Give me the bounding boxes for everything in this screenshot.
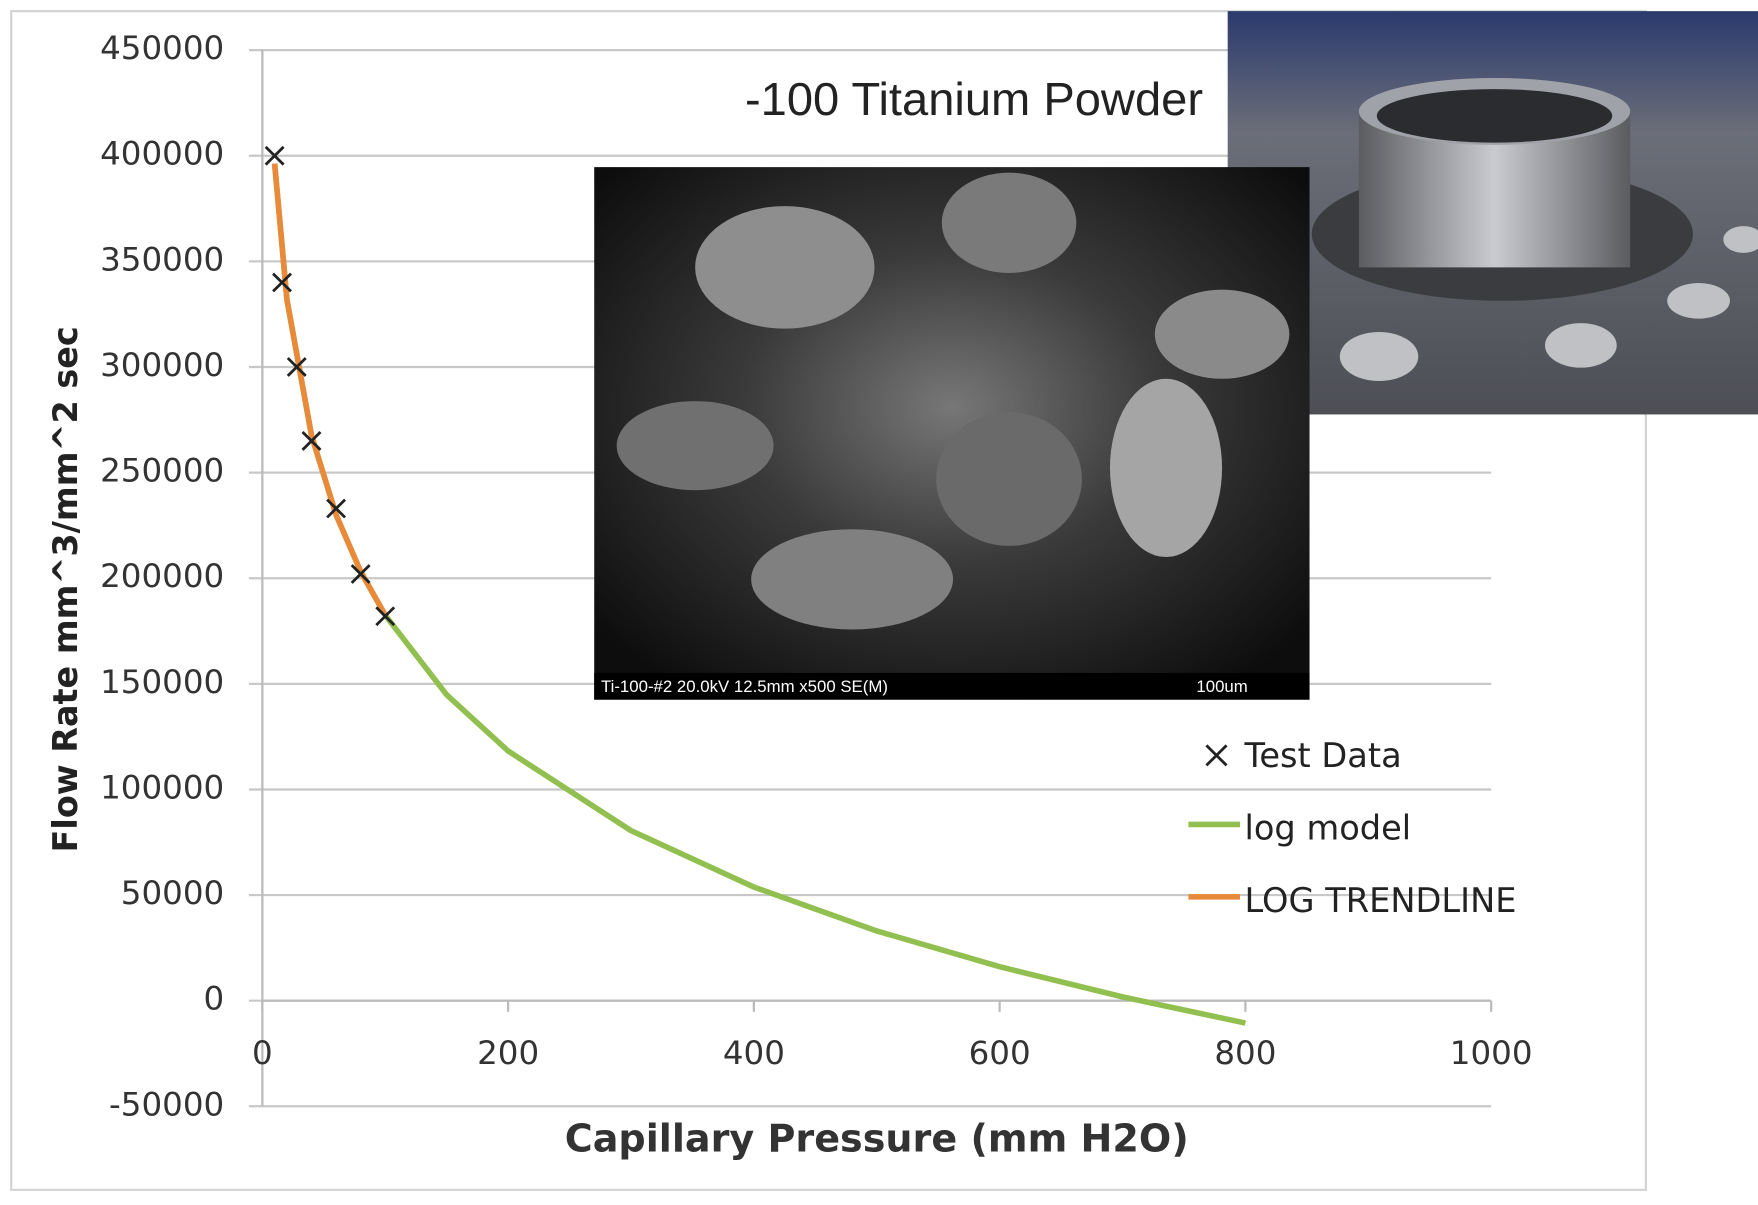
plot (264, 145, 1246, 1026)
y-tick-label: 350000 (100, 240, 224, 278)
chart-frame (10, 10, 1648, 1191)
data-point (286, 357, 307, 377)
sem-inset: Ti-100-#2 20.0kV 12.5mm x500 SE(M) 100um (594, 167, 1310, 700)
data-point (301, 431, 322, 451)
y-tick-label: 300000 (100, 346, 224, 384)
chart-title: -100 Titanium Powder (745, 73, 1203, 125)
x-tick-label: 800 (1214, 1034, 1276, 1072)
y-tick-label: -50000 (109, 1085, 224, 1123)
y-tick-label: 150000 (100, 663, 224, 701)
data-point (375, 606, 396, 627)
y-axis-title: Flow Rate mm^3/mm^2 sec (46, 326, 85, 852)
y-tick-label: 450000 (100, 29, 224, 67)
x-tick-label: 200 (477, 1034, 539, 1072)
y-tick-label: 400000 (100, 135, 224, 173)
legend: Test Data log model LOG TRENDLINE (1188, 736, 1516, 920)
data-point (264, 145, 285, 166)
x-tick-label: 1000 (1450, 1034, 1533, 1072)
legend-label: log model (1245, 809, 1412, 848)
x-tick-label: 400 (723, 1034, 785, 1072)
x-tick-label: 600 (969, 1034, 1031, 1072)
y-tick-label: 250000 (100, 452, 224, 490)
data-point (272, 272, 292, 293)
legend-label: LOG TRENDLINE (1245, 881, 1517, 920)
title-bg (672, 64, 1211, 143)
y-tick-label: 50000 (121, 874, 224, 912)
legend-label: Test Data (1243, 736, 1401, 775)
y-tick-label: 200000 (100, 557, 224, 595)
photo-inset (1227, 11, 1758, 415)
legend-marker (1205, 744, 1228, 767)
x-axis-title: Capillary Pressure (mm H2O) (565, 1116, 1189, 1160)
data-point (326, 498, 347, 519)
sem-scale: 100um (1196, 677, 1247, 696)
x-tick-label: 0 (252, 1034, 273, 1072)
data-point (350, 564, 371, 584)
y-tick-label: 0 (204, 980, 225, 1018)
sem-caption: Ti-100-#2 20.0kV 12.5mm x500 SE(M) (601, 677, 888, 696)
series-line (271, 163, 388, 617)
y-tick-label: 100000 (100, 769, 224, 807)
